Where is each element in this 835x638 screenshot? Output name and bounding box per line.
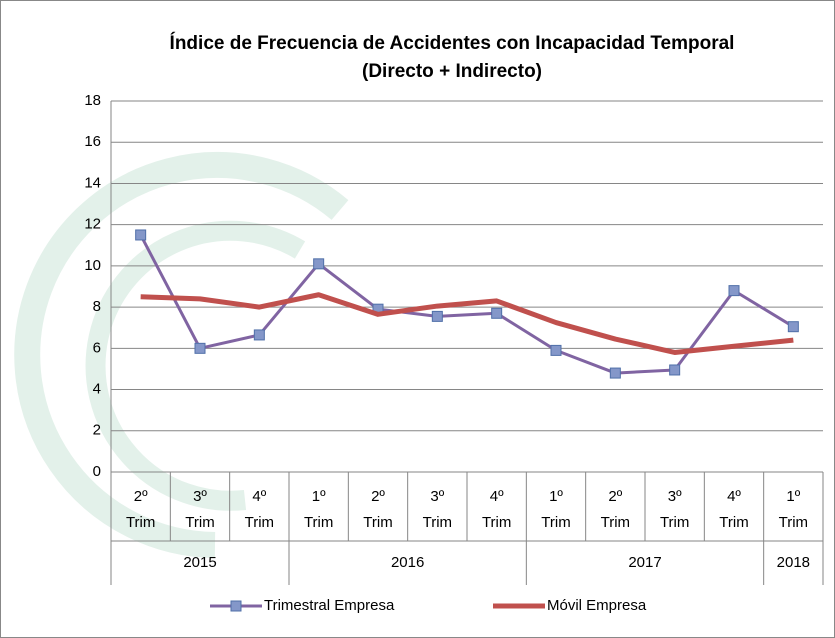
y-tick-label: 18 [84, 92, 101, 109]
y-tick-label: 16 [84, 133, 101, 150]
series-line [139, 234, 795, 375]
y-tick-label: 14 [84, 174, 101, 191]
x-tick-label: Trim [660, 514, 689, 531]
x-tick-label: 4º [252, 488, 266, 505]
x-tick-label: 1º [312, 488, 326, 505]
marker [787, 321, 799, 333]
chart-subtitle: (Directo + Indirecto) [362, 61, 542, 82]
y-tick-label: 4 [93, 381, 101, 398]
x-tick-label: 3º [430, 488, 444, 505]
x-tick-label: Trim [779, 514, 808, 531]
x-tick-label: 4º [727, 488, 741, 505]
x-tick-label: 2º [371, 488, 385, 505]
x-tick-label: 3º [193, 488, 207, 505]
y-tick-label: 10 [84, 257, 101, 274]
marker [550, 344, 562, 356]
group-label: 2015 [183, 554, 216, 571]
y-tick-label: 2 [93, 422, 101, 439]
series-line [140, 292, 794, 355]
watermark [14, 152, 349, 558]
y-tick-label: 0 [93, 463, 101, 480]
marker [728, 285, 740, 297]
x-tick-label: 2º [608, 488, 622, 505]
x-tick-label: Trim [423, 514, 452, 531]
x-tick-label: Trim [126, 514, 155, 531]
legend-label: Trimestral Empresa [264, 597, 395, 614]
x-tick-label: 1º [549, 488, 563, 505]
legend-label: Móvil Empresa [547, 597, 647, 614]
y-tick-label: 6 [93, 339, 101, 356]
x-tick-label: Trim [304, 514, 333, 531]
x-tick-label: 3º [668, 488, 682, 505]
x-tick-label: Trim [541, 514, 570, 531]
group-label: 2016 [391, 554, 424, 571]
x-tick-label: Trim [719, 514, 748, 531]
marker [313, 258, 325, 270]
chart-title: Índice de Frecuencia de Accidentes con I… [170, 32, 735, 54]
x-tick-label: 2º [134, 488, 148, 505]
x-tick-label: Trim [363, 514, 392, 531]
marker [431, 310, 443, 322]
marker [609, 367, 621, 379]
marker [491, 307, 503, 319]
x-tick-label: 1º [786, 488, 800, 505]
x-tick-label: 4º [490, 488, 504, 505]
x-tick-label: Trim [185, 514, 214, 531]
group-label: 2017 [628, 554, 661, 571]
y-tick-label: 8 [93, 298, 101, 315]
marker [135, 229, 147, 241]
group-label: 2018 [777, 554, 810, 571]
y-tick-label: 12 [84, 216, 101, 233]
x-tick-label: Trim [601, 514, 630, 531]
marker [669, 364, 681, 376]
marker [253, 329, 265, 341]
marker [194, 342, 206, 354]
legend-swatch [230, 600, 242, 612]
x-tick-label: Trim [245, 514, 274, 531]
x-tick-label: Trim [482, 514, 511, 531]
